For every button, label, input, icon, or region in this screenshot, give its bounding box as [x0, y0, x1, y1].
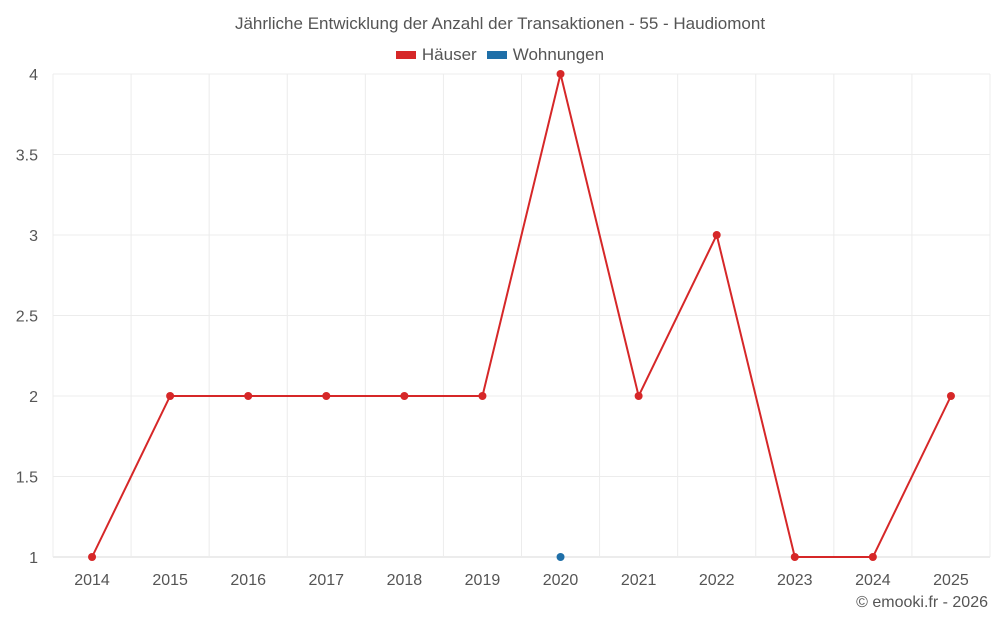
copyright-credit: © emooki.fr - 2026	[856, 594, 988, 611]
y-tick-label: 3.5	[16, 148, 38, 165]
x-tick-label: 2014	[74, 572, 110, 589]
data-point	[88, 553, 97, 561]
x-tick-label: 2024	[855, 572, 891, 589]
data-point	[166, 392, 175, 400]
legend-label: Wohnungen	[512, 45, 605, 64]
chart-title: Jährliche Entwicklung der Anzahl der Tra…	[234, 14, 766, 33]
data-point	[400, 392, 409, 400]
data-point	[556, 70, 565, 78]
data-point	[244, 392, 253, 400]
data-point	[322, 392, 331, 400]
x-tick-label: 2020	[543, 572, 579, 589]
data-point	[712, 231, 721, 239]
y-tick-label: 1.5	[16, 470, 38, 487]
y-tick-label: 4	[29, 67, 38, 84]
x-tick-label: 2016	[230, 572, 266, 589]
series-line	[91, 73, 952, 558]
x-tick-label: 2017	[308, 572, 344, 589]
legend-swatch-red-icon	[395, 51, 416, 59]
data-point	[790, 553, 799, 561]
data-point	[478, 392, 487, 400]
x-tick-label: 2015	[152, 572, 188, 589]
data-point	[556, 553, 565, 561]
y-tick-label: 3	[29, 228, 38, 245]
y-tick-label: 2.5	[16, 309, 38, 326]
data-point	[634, 392, 643, 400]
x-tick-label: 2019	[465, 572, 501, 589]
legend-swatch-blue-icon	[486, 51, 507, 59]
x-tick-label: 2021	[621, 572, 657, 589]
y-tick-label: 2	[29, 389, 38, 406]
legend-label: Häuser	[421, 45, 477, 64]
chart-legend: Häuser Wohnungen	[0, 45, 1000, 65]
x-tick-label: 2023	[777, 572, 813, 589]
legend-item-haeuser[interactable]: Häuser	[395, 45, 477, 65]
x-tick-label: 2018	[387, 572, 423, 589]
x-tick-label: 2022	[699, 572, 735, 589]
data-point	[868, 553, 877, 561]
legend-item-wohnungen[interactable]: Wohnungen	[486, 45, 605, 65]
x-tick-label: 2025	[933, 572, 969, 589]
data-point	[946, 392, 955, 400]
y-tick-label: 1	[29, 550, 38, 567]
